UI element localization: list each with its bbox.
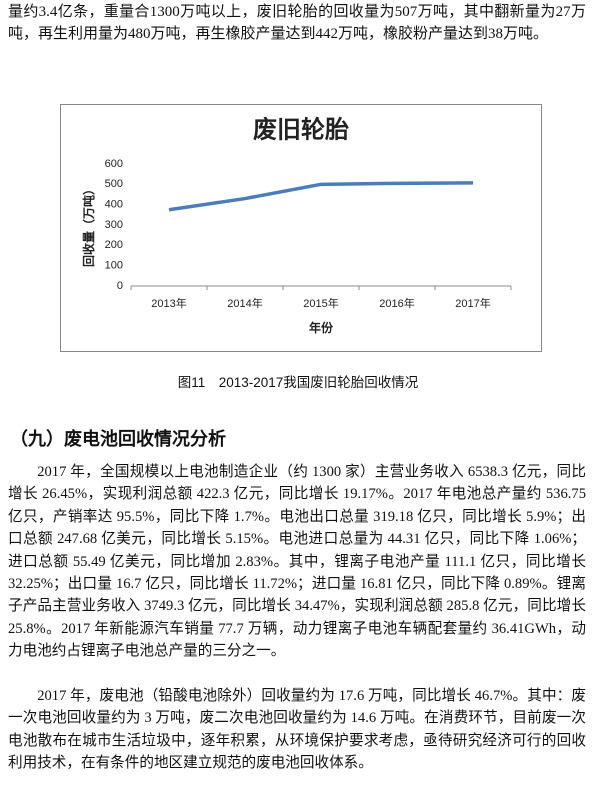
x-tick-label: 2014年 — [227, 296, 262, 310]
y-tick-label: 400 — [105, 199, 123, 211]
chart-frame: 废旧轮胎 回收量（万吨） 年份 0 100 200 300 400 500 600 2013年… — [60, 104, 542, 352]
y-tick-label: 200 — [105, 239, 123, 251]
x-tick-label: 2013年 — [151, 296, 186, 310]
data-line — [168, 181, 474, 212]
x-tick-label: 2017年 — [455, 296, 490, 310]
x-tick-label: 2015年 — [303, 296, 338, 310]
y-tick-label: 300 — [105, 219, 123, 231]
y-axis-label: 回收量（万吨） — [81, 183, 96, 267]
chart-title: 废旧轮胎 — [253, 115, 349, 143]
chart: 废旧轮胎 回收量（万吨） 年份 0 100 200 300 400 500 600 2013年… — [81, 115, 512, 335]
intro-paragraph: 量约3.4亿条，重量合1300万吨以上，废旧轮胎的回收量为507万吨，其中翻新量… — [8, 4, 586, 42]
body-paragraph: 2017 年，全国规模以上电池制造企业（约 1300 家）主营业务收入 6538… — [8, 464, 586, 660]
y-tick-label: 0 — [117, 280, 123, 292]
body-paragraph: 2017 年，废电池（铅酸电池除外）回收量约为 17.6 万吨，同比增长 46.… — [8, 688, 586, 772]
section-heading: （九）废电池回收情况分析 — [10, 429, 226, 449]
y-tick-label: 500 — [105, 178, 123, 190]
x-axis-label: 年份 — [309, 320, 334, 335]
x-tick-label: 2016年 — [379, 296, 414, 310]
y-tick-label: 600 — [105, 158, 123, 170]
y-tick-label: 100 — [105, 260, 123, 272]
figure-caption: 图11 2013-2017我国废旧轮胎回收情况 — [177, 375, 419, 390]
